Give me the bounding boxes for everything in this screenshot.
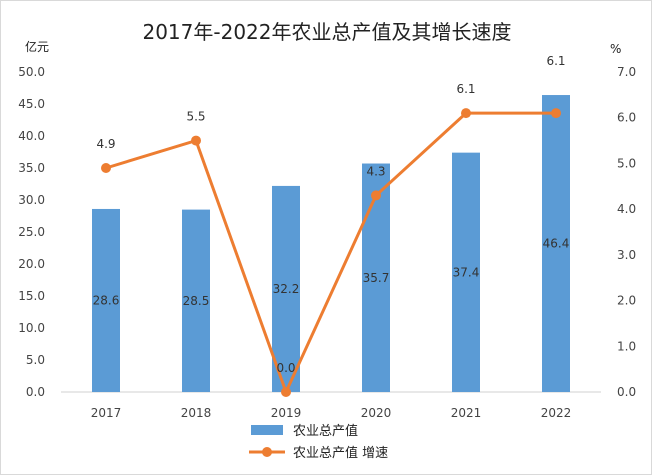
right-axis-tick-label: 5.0 [617, 156, 636, 170]
right-axis-tick-label: 4.0 [617, 202, 636, 216]
bar [92, 208, 120, 392]
bar [542, 95, 570, 392]
left-axis-tick-label: 40.0 [18, 129, 45, 143]
right-axis-tick-label: 7.0 [617, 65, 636, 79]
legend-swatch-marker [262, 447, 272, 457]
line-data-label: 5.5 [186, 110, 205, 124]
legend-label-line: 农业总产值 增速 [293, 445, 388, 461]
right-axis-tick-label: 6.0 [617, 111, 636, 125]
line-point [191, 135, 201, 146]
bar [362, 163, 390, 392]
right-axis-tick-label: 3.0 [617, 248, 636, 262]
bar [182, 209, 210, 392]
left-axis-tick-label: 35.0 [18, 161, 45, 175]
legend-swatch-bar [251, 425, 283, 435]
line-point [551, 108, 561, 119]
line-point [371, 190, 381, 201]
left-axis-tick-label: 45.0 [18, 97, 45, 111]
line-data-label: 6.1 [546, 54, 565, 68]
bar-data-label: 32.2 [273, 282, 300, 296]
line-data-label: 4.3 [366, 164, 385, 178]
x-axis-tick-label: 2019 [271, 406, 302, 420]
left-axis-tick-label: 50.0 [18, 65, 45, 79]
bar-data-label: 37.4 [453, 265, 480, 279]
x-axis-tick-label: 2018 [181, 406, 212, 420]
bar-data-label: 46.4 [543, 237, 570, 251]
bar [272, 185, 300, 392]
bar-data-label: 28.6 [93, 293, 120, 307]
left-axis-tick-label: 5.0 [26, 353, 45, 367]
bar [452, 152, 480, 392]
left-axis-tick-label: 20.0 [18, 257, 45, 271]
line-data-label: 4.9 [96, 137, 115, 151]
growth-line [105, 111, 556, 396]
legend-label-bar: 农业总产值 [293, 423, 358, 439]
x-axis-tick-label: 2017 [91, 406, 122, 420]
chart-title: 2017年-2022年农业总产值及其增长速度 [142, 20, 511, 44]
line-data-label: 6.1 [456, 82, 475, 96]
line-point [461, 108, 471, 119]
line-data-label: 0.0 [276, 361, 295, 375]
x-axis-tick-label: 2022 [541, 406, 572, 420]
left-axis-tick-label: 0.0 [26, 385, 45, 399]
x-axis-tick-label: 2021 [451, 406, 482, 420]
left-axis-tick-label: 30.0 [18, 193, 45, 207]
right-axis-tick-label: 1.0 [617, 339, 636, 353]
bar-data-label: 35.7 [363, 271, 390, 285]
right-axis-tick-label: 0.0 [617, 385, 636, 399]
left-axis-tick-label: 25.0 [18, 225, 45, 239]
left-axis-tick-label: 15.0 [18, 289, 45, 303]
right-axis-tick-label: 2.0 [617, 294, 636, 308]
line-point [101, 163, 111, 173]
left-axis-tick-label: 10.0 [18, 321, 45, 335]
line-point [281, 387, 291, 397]
bar-data-label: 28.5 [183, 294, 210, 308]
left-axis-unit: 亿元 [25, 39, 49, 54]
x-axis-tick-label: 2020 [361, 406, 392, 420]
right-axis-unit: % [610, 42, 621, 56]
